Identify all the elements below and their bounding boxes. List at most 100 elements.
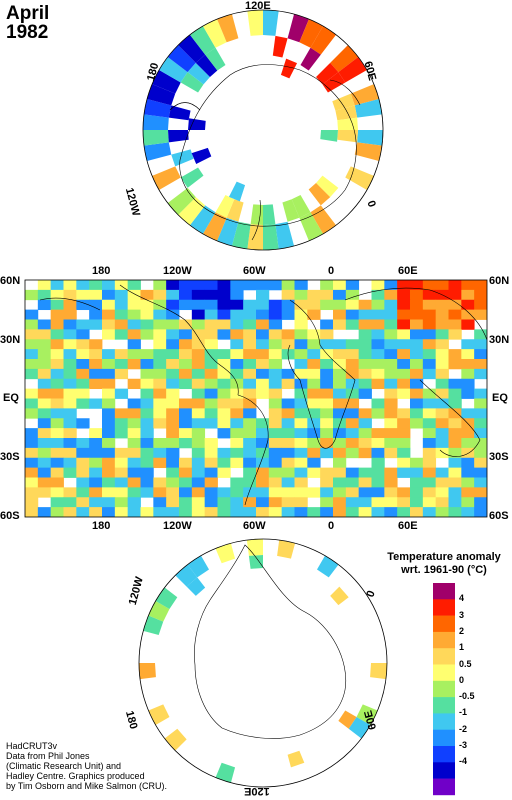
anomaly-cell bbox=[345, 398, 360, 409]
anomaly-cell bbox=[435, 349, 449, 360]
anomaly-cell bbox=[243, 309, 257, 320]
anomaly-cell bbox=[263, 224, 279, 250]
anomaly-cell bbox=[25, 388, 39, 399]
anomaly-cell bbox=[281, 457, 295, 469]
anomaly-cell bbox=[140, 418, 154, 429]
anomaly-cell bbox=[358, 467, 372, 478]
anomaly-cell bbox=[191, 299, 206, 311]
anomaly-cell bbox=[410, 289, 424, 301]
anomaly-cell bbox=[384, 309, 398, 320]
anomaly-cell bbox=[204, 477, 218, 488]
anomaly-cell bbox=[410, 319, 424, 330]
anomaly-cell bbox=[337, 130, 358, 143]
anomaly-cell bbox=[102, 497, 116, 508]
anomaly-cell bbox=[268, 408, 283, 419]
anomaly-cell bbox=[217, 487, 231, 498]
anomaly-cell bbox=[114, 418, 129, 429]
anomaly-cell bbox=[63, 418, 77, 429]
anomaly-cell bbox=[203, 212, 227, 241]
anomaly-cell bbox=[102, 467, 116, 478]
anomaly-cell bbox=[461, 497, 475, 508]
anomaly-cell bbox=[371, 329, 385, 340]
anomaly-cell bbox=[345, 507, 360, 517]
anomaly-cell bbox=[50, 467, 64, 478]
anomaly-cell bbox=[422, 467, 437, 478]
anomaly-cell bbox=[191, 408, 206, 419]
anomaly-cell bbox=[422, 447, 437, 459]
anomaly-cell bbox=[166, 368, 180, 380]
anomaly-cell bbox=[300, 47, 321, 71]
anomaly-cell bbox=[371, 447, 385, 459]
anomaly-cell bbox=[153, 368, 167, 380]
anomaly-cell bbox=[179, 368, 193, 380]
anomaly-cell bbox=[345, 447, 360, 459]
anomaly-cell bbox=[37, 428, 52, 439]
anomaly-cell bbox=[89, 438, 103, 449]
legend-label: -2 bbox=[459, 723, 468, 734]
anomaly-cell bbox=[127, 447, 141, 459]
anomaly-cell bbox=[25, 408, 39, 419]
anomaly-cell bbox=[474, 349, 487, 360]
anomaly-cell bbox=[76, 368, 90, 380]
anomaly-cell bbox=[217, 280, 231, 291]
anomaly-cell bbox=[268, 329, 283, 340]
legend-swatch bbox=[433, 680, 455, 698]
anomaly-cell bbox=[153, 418, 167, 429]
anomaly-cell bbox=[371, 467, 385, 478]
credits-line: HadCRUT3v bbox=[6, 741, 58, 751]
anomaly-cell bbox=[179, 349, 193, 360]
anomaly-cell bbox=[50, 349, 64, 360]
anomaly-cell bbox=[166, 289, 180, 301]
anomaly-cell bbox=[166, 507, 180, 517]
anomaly-cell bbox=[397, 428, 411, 439]
north-label-120e: 120E bbox=[245, 0, 271, 12]
anomaly-cell bbox=[217, 398, 231, 409]
anomaly-cell bbox=[474, 507, 487, 517]
anomaly-cell bbox=[280, 58, 298, 79]
world-top-lon-180: 180 bbox=[92, 265, 111, 277]
anomaly-cell bbox=[127, 329, 141, 340]
anomaly-cell bbox=[371, 359, 385, 370]
anomaly-cell bbox=[243, 299, 257, 311]
anomaly-cell bbox=[435, 447, 449, 459]
anomaly-cell bbox=[384, 388, 398, 399]
anomaly-cell bbox=[422, 477, 437, 488]
anomaly-cell bbox=[294, 309, 308, 320]
anomaly-cell bbox=[316, 62, 339, 85]
anomaly-cell bbox=[179, 319, 193, 330]
anomaly-cell bbox=[461, 487, 475, 498]
anomaly-cell bbox=[114, 388, 129, 399]
anomaly-cell bbox=[422, 418, 437, 429]
anomaly-cell bbox=[307, 289, 321, 301]
anomaly-cell bbox=[114, 447, 129, 459]
credits: HadCRUT3v Data from Phil Jones (Climatic… bbox=[6, 741, 167, 791]
anomaly-cell bbox=[397, 359, 411, 370]
anomaly-cell bbox=[50, 477, 64, 488]
anomaly-cell bbox=[243, 447, 257, 459]
anomaly-cell bbox=[435, 378, 449, 390]
world-map bbox=[24, 279, 488, 518]
anomaly-cell bbox=[153, 447, 167, 459]
anomaly-cell bbox=[127, 487, 141, 498]
anomaly-cell bbox=[166, 457, 180, 469]
anomaly-cell bbox=[153, 329, 167, 340]
anomaly-cell bbox=[89, 497, 103, 508]
anomaly-cell bbox=[127, 408, 141, 419]
anomaly-cell bbox=[384, 418, 398, 429]
anomaly-cell bbox=[345, 309, 360, 320]
anomaly-cell bbox=[243, 398, 257, 409]
anomaly-cell bbox=[281, 487, 295, 498]
anomaly-cell bbox=[256, 378, 270, 390]
anomaly-cell bbox=[256, 309, 270, 320]
anomaly-cell bbox=[448, 289, 462, 301]
anomaly-cell bbox=[371, 398, 385, 409]
anomaly-cell bbox=[63, 408, 77, 419]
anomaly-cell bbox=[140, 408, 154, 419]
anomaly-cell bbox=[231, 221, 251, 249]
anomaly-cell bbox=[76, 438, 90, 449]
anomaly-cell bbox=[281, 408, 295, 419]
anomaly-cell bbox=[358, 438, 372, 449]
anomaly-cell bbox=[256, 339, 270, 350]
anomaly-cell bbox=[384, 398, 398, 409]
